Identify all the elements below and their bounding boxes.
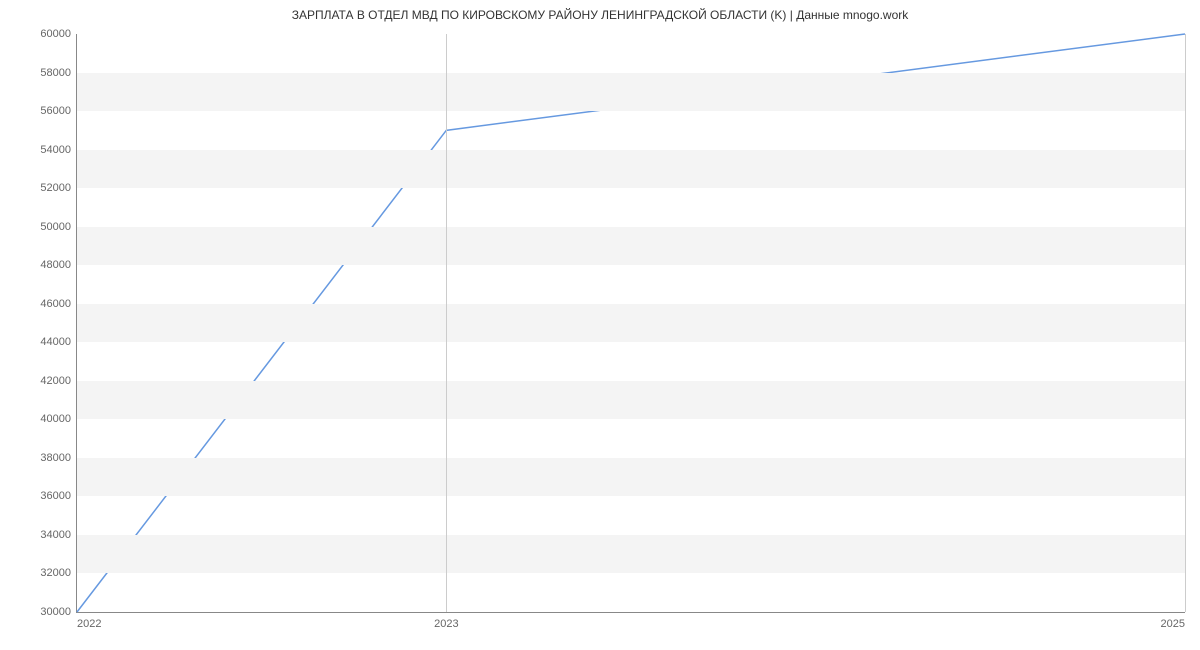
x-grid-line	[446, 34, 447, 612]
grid-band	[77, 227, 1185, 266]
y-tick-label: 40000	[40, 413, 71, 425]
y-tick-label: 56000	[40, 105, 71, 117]
x-tick-label: 2025	[1161, 618, 1185, 630]
y-tick-label: 42000	[40, 375, 71, 387]
y-tick-label: 32000	[40, 567, 71, 579]
salary-line-chart: ЗАРПЛАТА В ОТДЕЛ МВД ПО КИРОВСКОМУ РАЙОН…	[0, 0, 1200, 650]
y-tick-label: 30000	[40, 606, 71, 618]
y-tick-label: 38000	[40, 452, 71, 464]
y-tick-label: 60000	[40, 28, 71, 40]
grid-band	[77, 304, 1185, 343]
x-tick-label: 2022	[77, 618, 101, 630]
plot-area: 3000032000340003600038000400004200044000…	[76, 34, 1185, 613]
y-tick-label: 34000	[40, 529, 71, 541]
y-tick-label: 54000	[40, 144, 71, 156]
chart-title: ЗАРПЛАТА В ОТДЕЛ МВД ПО КИРОВСКОМУ РАЙОН…	[0, 8, 1200, 22]
x-grid-line	[1185, 34, 1186, 612]
y-tick-label: 44000	[40, 336, 71, 348]
y-tick-label: 48000	[40, 259, 71, 271]
y-tick-label: 46000	[40, 298, 71, 310]
y-tick-label: 36000	[40, 490, 71, 502]
y-tick-label: 50000	[40, 221, 71, 233]
grid-band	[77, 73, 1185, 112]
grid-band	[77, 458, 1185, 497]
grid-band	[77, 150, 1185, 189]
y-tick-label: 58000	[40, 67, 71, 79]
x-tick-label: 2023	[434, 618, 458, 630]
y-tick-label: 52000	[40, 182, 71, 194]
grid-band	[77, 535, 1185, 574]
grid-band	[77, 381, 1185, 420]
